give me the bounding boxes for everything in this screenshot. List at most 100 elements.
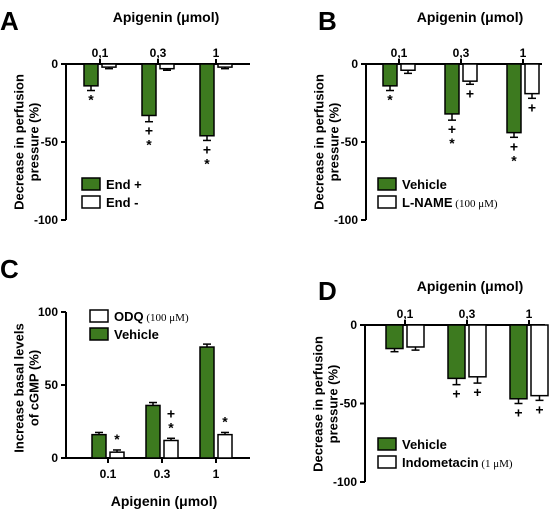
panel-a-title: Apigenin (μmol) — [113, 9, 220, 25]
panel-d-category-label: 0,3 — [459, 307, 476, 321]
panel-a-bar — [141, 63, 157, 117]
panel-a-category-label: 0,1 — [92, 46, 109, 60]
panel-d-bar — [468, 324, 487, 378]
panel-c-bar — [91, 433, 107, 459]
panel-a-significance-mark: * — [88, 92, 94, 108]
panel-b-ytick-label: -100 — [334, 213, 358, 227]
panel-b-category-label: 1 — [520, 46, 527, 60]
panel-a-legend-swatch — [81, 195, 101, 209]
panel-b-bar — [506, 63, 522, 134]
panel-c-ytick-label: 50 — [45, 378, 59, 392]
panel-d-bar — [406, 324, 425, 348]
panel-b-category-label: 0,3 — [453, 46, 470, 60]
panel-c-legend-label: ODQ (100 μM) — [114, 309, 189, 324]
panel-d-category-label: 0,1 — [397, 307, 414, 321]
panel-d-title: Apigenin (μmol) — [417, 278, 524, 294]
panel-d-bar — [447, 324, 466, 380]
panel-a-bar — [83, 63, 99, 87]
panel-d-category-label: 1 — [526, 307, 533, 321]
panel-a: A Apigenin (μmol) Decrease in perfusionpre… — [0, 6, 250, 227]
panel-c-significance-mark: * — [222, 413, 228, 429]
panel-a-legend-swatch — [81, 177, 101, 191]
panel-a-bar — [217, 63, 233, 68]
panel-d-legend-swatch — [377, 455, 397, 469]
panel-a-bar — [101, 63, 117, 68]
panel-c: C Apigenin (μmol) Increase basal levelsof … — [0, 254, 250, 509]
panel-c-significance-mark: + — [167, 405, 175, 421]
panel-c-legend-swatch — [89, 327, 109, 341]
panel-b: B Apigenin (μmol) Decrease in perfusionpre… — [311, 6, 542, 227]
panel-d-letter: D — [318, 276, 337, 306]
panel-b-ytick-label: 0 — [351, 57, 358, 71]
panel-a-category-label: 1 — [213, 46, 220, 60]
panel-b-significance-mark: * — [387, 92, 393, 108]
panel-a-significance-mark: * — [146, 137, 152, 153]
panel-a-category-label: 0,3 — [150, 46, 167, 60]
panel-b-significance-mark: + — [510, 138, 518, 154]
panel-a-bar — [199, 63, 215, 137]
panel-b-legend-label: L-NAME (100 μM) — [402, 195, 498, 210]
panel-d-ytick-label: 0 — [350, 318, 357, 332]
panel-b-significance-mark: * — [511, 152, 517, 168]
panel-c-ylabel: Increase basal levelsof cGMP (%) — [11, 323, 41, 452]
panel-b-legend-swatch — [377, 195, 397, 209]
panel-d-bar — [530, 324, 549, 397]
panel-b-legend-label: Vehicle — [402, 177, 447, 192]
panel-b-significance-mark: + — [466, 85, 474, 101]
panel-c-bar — [145, 404, 161, 459]
panel-b-significance-mark: * — [449, 135, 455, 151]
panel-d-significance-mark: + — [452, 386, 460, 402]
panel-d-ytick-label: -100 — [333, 475, 357, 489]
panel-d-ytick-label: -50 — [340, 397, 358, 411]
panel-a-legend-label: End + — [106, 177, 142, 192]
panel-a-ytick-label: -50 — [41, 135, 59, 149]
panel-d-significance-mark: + — [473, 384, 481, 400]
panel-c-bar — [199, 346, 215, 459]
panel-a-ytick-label: -100 — [34, 213, 58, 227]
panel-b-category-label: 0,1 — [391, 46, 408, 60]
panel-b-significance-mark: + — [528, 99, 536, 115]
panel-c-ytick-label: 100 — [38, 305, 58, 319]
panel-c-legend-label: Vehicle — [114, 327, 159, 342]
panel-a-significance-mark: + — [145, 123, 153, 139]
panel-b-ytick-label: -50 — [341, 135, 359, 149]
panel-b-letter: B — [318, 6, 337, 36]
panel-b-ylabel: Decrease in perfusionpressure (%) — [311, 74, 341, 210]
panel-c-letter: C — [0, 254, 19, 284]
panel-a-ylabel: Decrease in perfusionpressure (%) — [11, 74, 41, 210]
panel-c-category-label: 0.1 — [100, 467, 117, 481]
panel-c-category-label: 0.3 — [154, 467, 171, 481]
panel-c-category-label: 1 — [213, 467, 220, 481]
panel-c-ytick-label: 0 — [51, 451, 58, 465]
panel-c-bar — [109, 451, 125, 459]
panel-c-bar — [163, 439, 179, 459]
panel-b-bar — [400, 63, 416, 71]
panel-d-significance-mark: + — [535, 401, 543, 417]
panel-a-ytick-label: 0 — [51, 57, 58, 71]
panel-d-legend-label: Indometacin (1 μM) — [402, 455, 513, 470]
panel-b-bar — [382, 63, 398, 87]
panel-d-significance-mark: + — [514, 405, 522, 421]
panel-c-bar — [217, 433, 233, 459]
panel-d-bar — [385, 324, 404, 350]
panel-a-bar — [159, 63, 175, 70]
panel-a-letter: A — [0, 6, 19, 36]
panel-b-bar — [444, 63, 460, 115]
panel-d-legend-swatch — [377, 437, 397, 451]
panel-b-significance-mark: + — [448, 121, 456, 137]
panel-b-legend-swatch — [377, 177, 397, 191]
panel-c-xlabel: Apigenin (μmol) — [111, 493, 218, 509]
panel-b-title: Apigenin (μmol) — [417, 9, 524, 25]
panel-b-bar — [462, 63, 478, 82]
panel-b-bar — [524, 63, 540, 95]
panel-d: D Apigenin (μmol) Decrease in perfusionpre… — [310, 276, 549, 489]
panel-c-legend-swatch — [89, 309, 109, 323]
panel-d-ylabel: Decrease in perfusionpressure (%) — [310, 336, 340, 472]
panel-c-significance-mark: * — [168, 419, 174, 435]
panel-d-legend-label: Vehicle — [402, 437, 447, 452]
panel-c-significance-mark: * — [114, 431, 120, 447]
panel-a-legend-label: End - — [106, 195, 139, 210]
panel-a-significance-mark: + — [203, 141, 211, 157]
panel-a-significance-mark: * — [204, 155, 210, 171]
